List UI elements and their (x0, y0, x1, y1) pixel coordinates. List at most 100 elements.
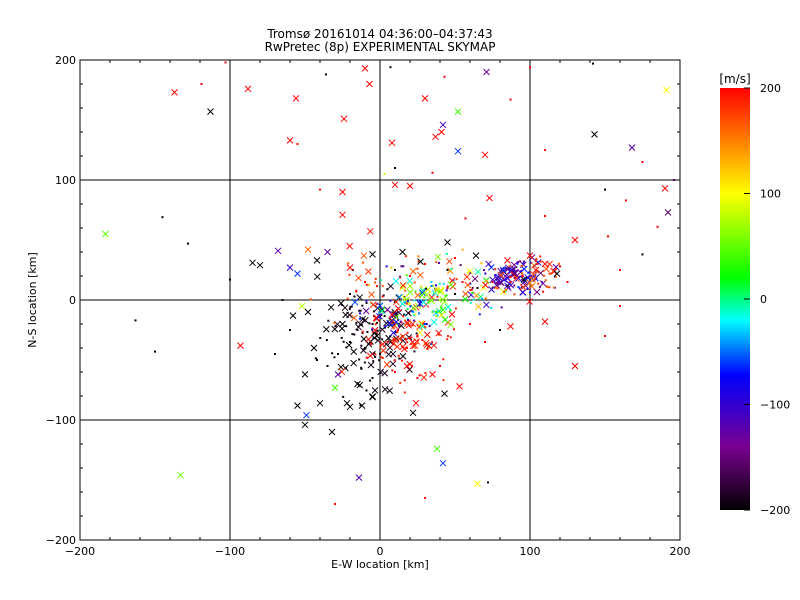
data-point-dot (470, 288, 473, 291)
data-point-dot (467, 271, 470, 274)
data-point-dot (491, 286, 494, 289)
data-point-dot (425, 287, 428, 290)
data-point-dot (406, 307, 409, 310)
data-point-cross (409, 268, 417, 275)
data-point-dot (398, 357, 401, 360)
data-point-cross (528, 283, 536, 290)
data-point-dot (520, 270, 523, 273)
data-point-dot (440, 305, 443, 308)
data-point-dot (453, 328, 456, 331)
data-point-cross (274, 247, 282, 255)
y-tick-label: −200 (46, 534, 76, 547)
data-point-dot (378, 311, 381, 314)
data-point-cross (366, 227, 374, 235)
data-point-dot (495, 282, 498, 285)
x-axis: −200 −100 0 100 200 (65, 60, 691, 558)
data-point-cross (473, 292, 480, 299)
data-point-dot (319, 337, 322, 340)
data-point-dot (333, 356, 336, 359)
data-point-dot (374, 281, 377, 284)
data-point-dot (537, 282, 540, 285)
data-point-dot (379, 344, 382, 347)
data-point-cross (406, 277, 414, 285)
data-point-cross (507, 323, 514, 330)
data-point-dot (373, 310, 376, 313)
data-point-dot (325, 73, 327, 76)
data-point-dot (394, 371, 396, 373)
data-point-dot (469, 282, 472, 285)
data-point-dot (366, 330, 369, 333)
data-point-dot (518, 287, 521, 290)
data-point-dot (521, 285, 524, 288)
data-point-dot (345, 325, 348, 328)
data-point-dot (442, 379, 445, 382)
data-point-dot (607, 235, 609, 238)
data-point-dot (544, 279, 547, 282)
data-point-dot (347, 262, 350, 265)
data-point-cross (429, 371, 436, 378)
data-point-dot (314, 357, 317, 360)
data-point-cross (462, 290, 469, 298)
data-point-cross (237, 342, 244, 349)
data-point-cross (298, 302, 306, 310)
data-point-cross (177, 471, 184, 479)
data-point-dot (430, 343, 433, 346)
data-point-dot (386, 341, 389, 343)
data-point-cross (432, 133, 439, 141)
data-point-dot (491, 281, 494, 283)
data-point-dot (402, 265, 405, 268)
data-point-dot (378, 359, 381, 362)
data-point-dot (380, 279, 383, 282)
data-point-cross (497, 273, 505, 281)
data-point-dot (383, 315, 386, 318)
data-point-dot (348, 273, 351, 276)
data-point-dot (469, 271, 472, 274)
data-point-dot (415, 332, 418, 335)
data-point-dot (374, 323, 377, 326)
data-point-dot (484, 341, 486, 343)
data-point-dot (325, 339, 328, 342)
data-point-cross (411, 342, 419, 349)
data-point-cross (392, 277, 400, 285)
data-point-cross (376, 313, 383, 320)
data-point-cross (447, 281, 455, 288)
data-point-dot (559, 265, 561, 268)
data-point-cross (419, 289, 426, 297)
data-point-dot (394, 331, 397, 334)
data-point-dot (445, 294, 448, 297)
data-point-cross (369, 393, 376, 401)
data-point-dot (442, 282, 445, 285)
data-point-cross (294, 402, 301, 409)
data-point-dot (555, 275, 558, 278)
data-point-cross (403, 320, 411, 327)
data-point-cross (438, 128, 445, 136)
data-point-cross (661, 185, 669, 192)
data-point-dot (224, 61, 227, 64)
colorbar-label: [m/s] (719, 72, 750, 86)
data-point-dot (400, 265, 403, 268)
data-point-dot (390, 266, 393, 269)
data-point-dot (410, 310, 413, 313)
data-point-cross (447, 321, 455, 328)
data-point-dot (406, 331, 409, 334)
data-point-dot (362, 261, 365, 264)
data-point-dot (416, 267, 419, 270)
data-point-dot (385, 265, 388, 268)
data-point-dot (566, 281, 569, 283)
data-point-cross (392, 313, 400, 321)
data-point-cross (571, 362, 579, 370)
data-point-dot (407, 318, 410, 321)
data-point-cross (346, 242, 354, 250)
data-point-dot (439, 365, 441, 367)
data-point-dot (406, 317, 409, 320)
data-point-cross (421, 95, 429, 102)
data-point-dot (416, 377, 419, 379)
data-point-cross (331, 384, 339, 391)
data-point-cross (391, 181, 399, 189)
data-point-dot (461, 281, 464, 283)
data-point-dot (641, 253, 644, 256)
data-point-cross (346, 264, 354, 271)
data-point-cross (304, 308, 312, 316)
data-point-dot (494, 286, 497, 289)
data-point-dot (365, 299, 368, 302)
